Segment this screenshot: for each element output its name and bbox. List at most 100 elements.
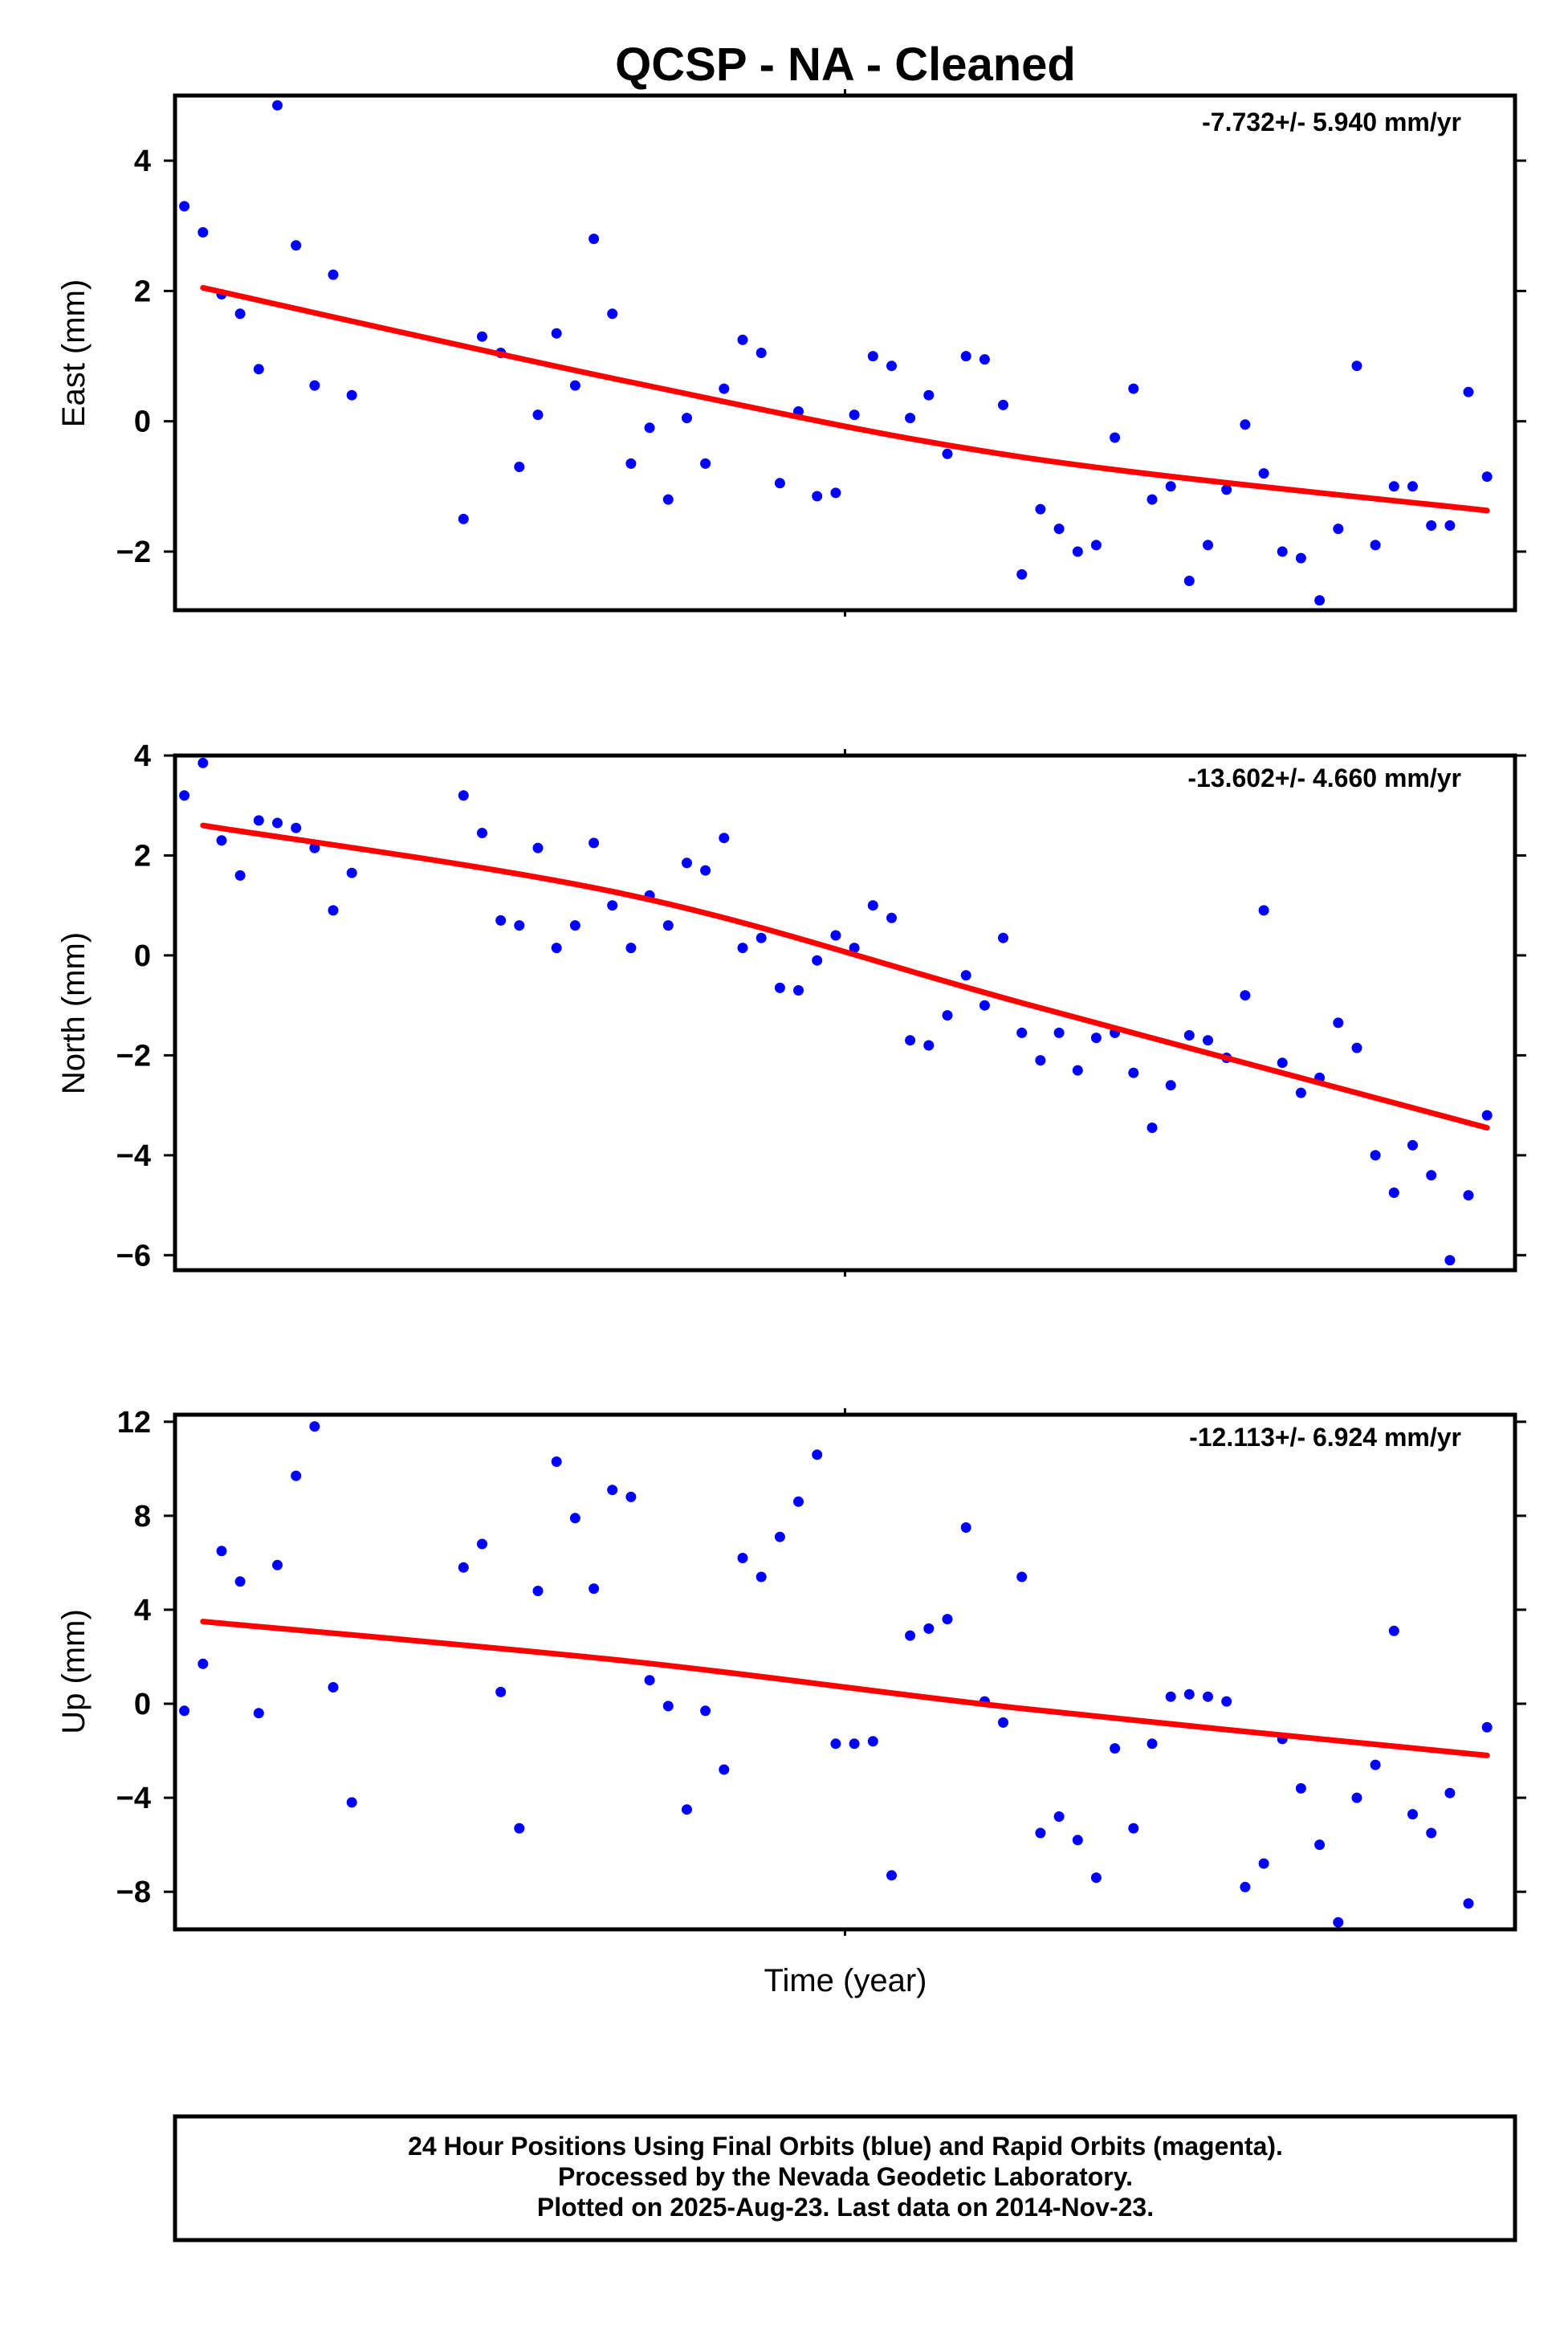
up-data-point xyxy=(477,1538,487,1550)
up-data-point xyxy=(1016,1571,1028,1583)
east-data-point xyxy=(1407,481,1418,492)
east-data-point xyxy=(662,494,674,505)
panel-east: East (mm) -7.732+/- 5.940 mm/yr −2 0 2 4 xyxy=(56,89,1526,617)
north-data-point xyxy=(1277,1057,1288,1069)
east-y-tick-label: 4 xyxy=(134,145,151,178)
east-data-point xyxy=(1370,540,1381,551)
north-data-point xyxy=(198,757,209,768)
north-data-point xyxy=(1016,1027,1028,1038)
up-data-point xyxy=(1426,1827,1437,1839)
north-data-point xyxy=(291,822,302,833)
up-data-point xyxy=(1146,1738,1158,1750)
north-y-tick-label: −4 xyxy=(116,1139,151,1173)
up-data-point xyxy=(682,1804,692,1815)
up-data-point xyxy=(1165,1691,1176,1702)
up-y-tick-label: −4 xyxy=(116,1782,151,1815)
up-data-point xyxy=(607,1485,618,1496)
up-data-point xyxy=(1090,1872,1102,1884)
east-data-point xyxy=(1165,481,1176,492)
east-y-axis-label: East (mm) xyxy=(56,279,92,427)
east-data-point xyxy=(905,413,916,424)
up-data-point xyxy=(867,1736,878,1747)
east-data-point xyxy=(849,409,860,421)
east-data-point xyxy=(569,380,580,391)
up-rate-label: -12.113+/- 6.924 mm/yr xyxy=(1189,1423,1461,1452)
east-data-point xyxy=(700,458,711,469)
north-data-points xyxy=(179,757,1493,1266)
up-data-point xyxy=(1463,1898,1474,1909)
east-data-point xyxy=(234,308,246,320)
up-data-point xyxy=(1481,1721,1493,1733)
up-data-point xyxy=(830,1738,841,1750)
north-data-point xyxy=(1072,1065,1083,1076)
north-rate-label: -13.602+/- 4.660 mm/yr xyxy=(1187,764,1461,792)
east-data-point xyxy=(923,389,935,401)
north-data-point xyxy=(458,790,469,801)
north-data-point xyxy=(1240,990,1251,1001)
up-data-point xyxy=(625,1491,637,1502)
east-plot-frame xyxy=(173,93,1517,613)
up-data-point xyxy=(942,1614,953,1625)
north-tick-marks xyxy=(164,749,1526,1277)
up-data-point xyxy=(328,1682,339,1693)
up-data-point xyxy=(551,1456,562,1467)
east-data-point xyxy=(179,201,190,212)
up-data-point xyxy=(309,1421,320,1432)
east-data-point xyxy=(625,458,637,469)
up-data-point xyxy=(998,1717,1008,1728)
east-data-point xyxy=(1258,468,1269,479)
east-data-point xyxy=(328,269,339,280)
up-data-point xyxy=(923,1623,935,1634)
north-data-point xyxy=(607,900,618,911)
east-data-point xyxy=(1426,520,1437,531)
up-data-point xyxy=(662,1701,674,1712)
north-data-point xyxy=(551,943,562,954)
east-data-point xyxy=(1203,540,1213,551)
north-y-tick-label: −6 xyxy=(116,1239,151,1273)
east-data-point xyxy=(253,364,264,375)
east-data-point xyxy=(514,462,525,472)
north-y-tick-label: 4 xyxy=(134,739,151,773)
east-fit-line xyxy=(200,284,1490,514)
up-data-point xyxy=(1035,1827,1046,1839)
up-data-point xyxy=(1072,1835,1083,1846)
up-y-tick-label: −8 xyxy=(116,1876,151,1909)
north-data-point xyxy=(923,1040,935,1051)
north-data-point xyxy=(942,1010,953,1021)
east-y-tick-label: 2 xyxy=(134,275,151,308)
north-y-tick-label: −2 xyxy=(116,1039,151,1073)
up-y-axis-label: Up (mm) xyxy=(56,1609,92,1734)
east-data-point xyxy=(1146,494,1158,505)
north-data-point xyxy=(1035,1055,1046,1066)
north-data-point xyxy=(1463,1190,1474,1201)
footer-frame xyxy=(173,2114,1517,2242)
north-data-point xyxy=(662,920,674,931)
up-data-point xyxy=(1128,1823,1139,1834)
east-data-point xyxy=(1444,520,1456,531)
up-data-point xyxy=(532,1586,544,1596)
up-y-tick-label: 4 xyxy=(134,1594,151,1627)
up-data-point xyxy=(253,1708,264,1719)
up-data-point xyxy=(272,1559,283,1570)
north-data-point xyxy=(755,932,767,943)
up-data-point xyxy=(905,1630,916,1641)
north-y-axis-label: North (mm) xyxy=(56,932,92,1094)
north-data-point xyxy=(1146,1122,1158,1134)
east-data-point xyxy=(1221,484,1232,495)
up-data-point xyxy=(737,1553,748,1563)
up-data-point xyxy=(1295,1782,1306,1794)
north-data-point xyxy=(328,905,339,916)
north-data-point xyxy=(1128,1067,1139,1078)
north-data-point xyxy=(1183,1030,1195,1041)
north-fit-line xyxy=(200,822,1490,1131)
up-data-points xyxy=(179,1421,1493,1928)
east-y-tick-label: 0 xyxy=(134,405,151,439)
north-data-point xyxy=(979,1000,990,1011)
north-data-point xyxy=(960,970,971,981)
up-data-point xyxy=(1314,1839,1326,1851)
north-data-point xyxy=(682,857,692,869)
up-data-point xyxy=(1110,1743,1121,1754)
east-data-point xyxy=(589,234,600,244)
up-data-point xyxy=(179,1705,190,1717)
